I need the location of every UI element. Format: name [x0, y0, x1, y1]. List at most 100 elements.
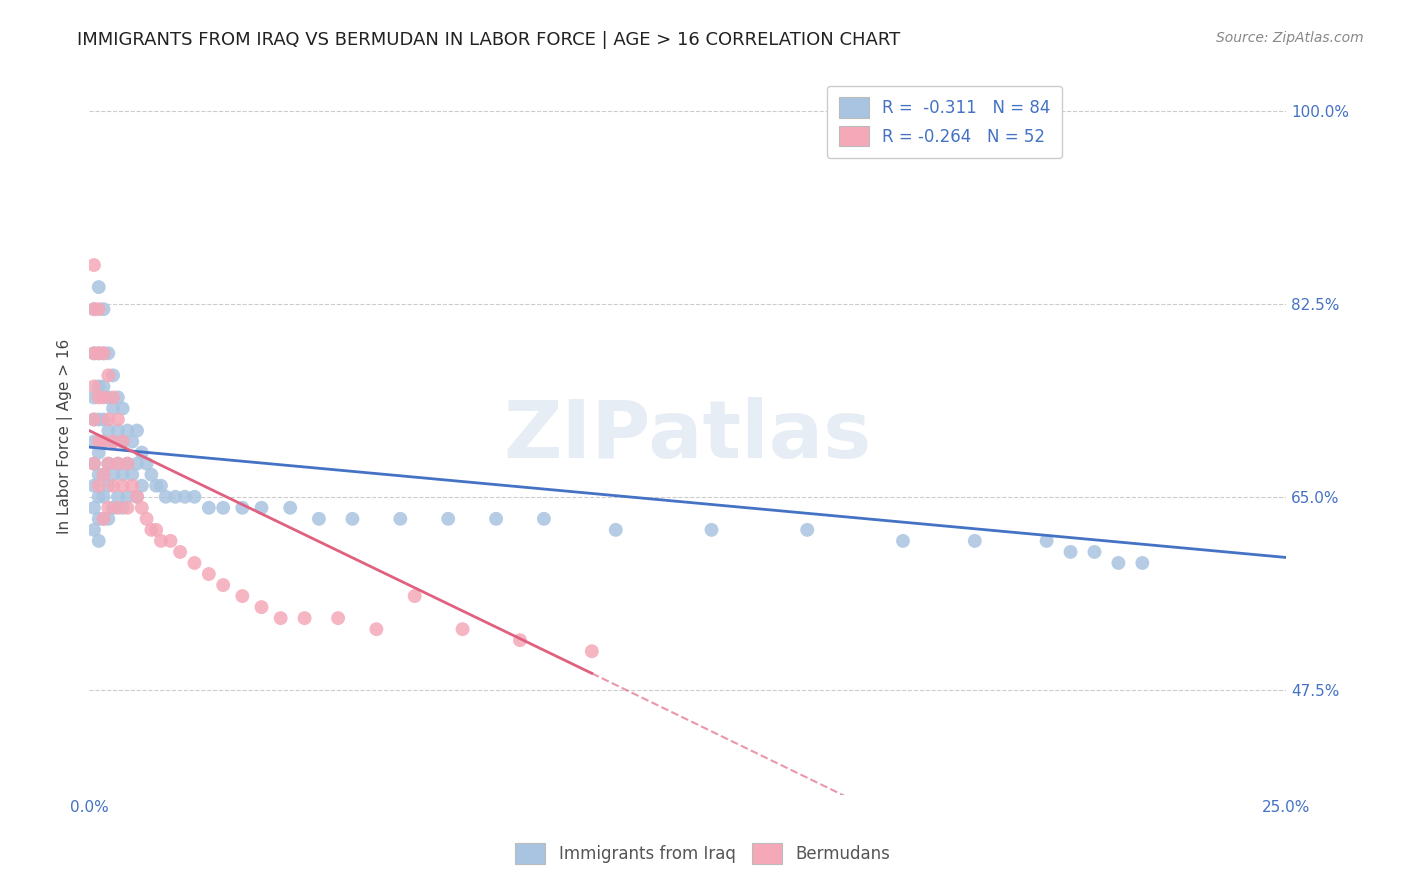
Point	[131, 445, 153, 459]
Point	[198, 567, 221, 582]
Point	[278, 500, 301, 515]
Point	[1035, 533, 1057, 548]
Point	[83, 302, 105, 317]
Point	[231, 589, 253, 603]
Point	[165, 490, 187, 504]
Point	[101, 434, 124, 449]
Point	[107, 500, 129, 515]
Point	[250, 500, 273, 515]
Point	[451, 622, 474, 636]
Point	[111, 434, 134, 449]
Point	[111, 401, 134, 416]
Point	[87, 346, 110, 360]
Point	[93, 512, 115, 526]
Point	[83, 391, 105, 405]
Point	[93, 412, 115, 426]
Point	[404, 589, 426, 603]
Point	[97, 500, 120, 515]
Text: Source: ZipAtlas.com: Source: ZipAtlas.com	[1216, 31, 1364, 45]
Point	[149, 533, 172, 548]
Point	[83, 479, 105, 493]
Point	[97, 512, 120, 526]
Y-axis label: In Labor Force | Age > 16: In Labor Force | Age > 16	[58, 338, 73, 533]
Point	[87, 512, 110, 526]
Text: ZIPatlas: ZIPatlas	[503, 397, 872, 475]
Point	[97, 346, 120, 360]
Point	[183, 490, 205, 504]
Point	[83, 500, 105, 515]
Point	[107, 457, 129, 471]
Point	[83, 258, 105, 272]
Point	[117, 490, 139, 504]
Point	[509, 633, 531, 648]
Point	[159, 533, 181, 548]
Point	[141, 467, 163, 482]
Point	[1059, 545, 1081, 559]
Point	[485, 512, 508, 526]
Point	[117, 500, 139, 515]
Point	[83, 434, 105, 449]
Point	[87, 479, 110, 493]
Point	[93, 434, 115, 449]
Point	[1083, 545, 1105, 559]
Point	[700, 523, 723, 537]
Point	[308, 512, 330, 526]
Point	[581, 644, 603, 658]
Point	[145, 523, 167, 537]
Point	[111, 467, 134, 482]
Point	[131, 479, 153, 493]
Point	[117, 457, 139, 471]
Point	[83, 457, 105, 471]
Point	[83, 379, 105, 393]
Point	[93, 302, 115, 317]
Point	[97, 391, 120, 405]
Point	[87, 445, 110, 459]
Point	[101, 391, 124, 405]
Point	[891, 533, 914, 548]
Point	[101, 479, 124, 493]
Point	[125, 424, 148, 438]
Point	[101, 434, 124, 449]
Point	[533, 512, 555, 526]
Point	[87, 302, 110, 317]
Point	[270, 611, 292, 625]
Point	[87, 412, 110, 426]
Point	[87, 379, 110, 393]
Point	[169, 545, 191, 559]
Point	[101, 368, 124, 383]
Point	[121, 434, 143, 449]
Point	[366, 622, 388, 636]
Point	[97, 457, 120, 471]
Point	[101, 500, 124, 515]
Point	[796, 523, 818, 537]
Point	[155, 490, 177, 504]
Point	[198, 500, 221, 515]
Point	[87, 346, 110, 360]
Point	[605, 523, 627, 537]
Point	[83, 302, 105, 317]
Point	[93, 512, 115, 526]
Legend: R =  -0.311   N = 84, R = -0.264   N = 52: R = -0.311 N = 84, R = -0.264 N = 52	[827, 86, 1062, 158]
Point	[107, 412, 129, 426]
Point	[93, 467, 115, 482]
Point	[101, 467, 124, 482]
Point	[93, 346, 115, 360]
Point	[97, 424, 120, 438]
Point	[963, 533, 986, 548]
Point	[141, 523, 163, 537]
Point	[87, 533, 110, 548]
Point	[121, 479, 143, 493]
Point	[111, 434, 134, 449]
Point	[93, 467, 115, 482]
Point	[107, 424, 129, 438]
Point	[83, 457, 105, 471]
Point	[83, 412, 105, 426]
Point	[125, 490, 148, 504]
Point	[212, 500, 235, 515]
Point	[83, 523, 105, 537]
Point	[135, 457, 157, 471]
Point	[326, 611, 349, 625]
Point	[149, 479, 172, 493]
Point	[107, 490, 129, 504]
Point	[87, 467, 110, 482]
